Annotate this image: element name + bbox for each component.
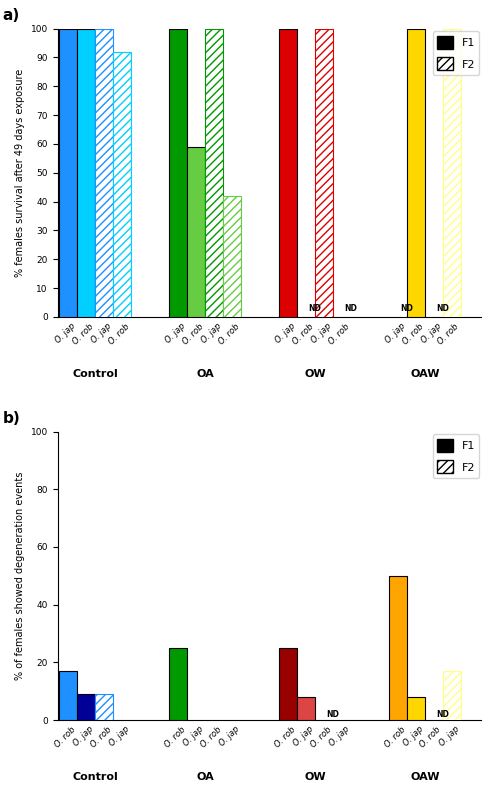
Bar <box>279 28 297 317</box>
Bar <box>388 576 406 720</box>
Bar <box>442 28 460 317</box>
Legend: F1, F2: F1, F2 <box>431 434 478 478</box>
Bar <box>223 196 241 317</box>
Bar <box>442 671 460 720</box>
Bar <box>442 28 460 317</box>
Bar <box>59 28 77 317</box>
Bar <box>314 28 332 317</box>
Bar <box>187 147 205 317</box>
Text: a): a) <box>2 8 20 23</box>
Text: b): b) <box>2 411 20 426</box>
Text: OAW: OAW <box>409 369 439 379</box>
Bar <box>95 694 113 720</box>
Bar <box>297 697 314 720</box>
Bar <box>59 671 77 720</box>
Legend: F1, F2: F1, F2 <box>431 32 478 75</box>
Bar <box>406 28 424 317</box>
Text: ND: ND <box>326 709 339 719</box>
Text: ND: ND <box>344 303 357 313</box>
Text: OA: OA <box>196 369 214 379</box>
Bar <box>279 648 297 720</box>
Text: ND: ND <box>308 303 321 313</box>
Text: OW: OW <box>304 369 325 379</box>
Bar <box>77 28 95 317</box>
Bar <box>442 671 460 720</box>
Bar <box>169 648 187 720</box>
Text: OAW: OAW <box>409 772 439 782</box>
Text: ND: ND <box>436 709 448 719</box>
Text: Control: Control <box>72 772 118 782</box>
Text: ND: ND <box>436 303 448 313</box>
Bar <box>169 28 187 317</box>
Bar <box>314 28 332 317</box>
Y-axis label: % of females showed degeneration events: % of females showed degeneration events <box>15 472 25 680</box>
Y-axis label: % females survival after 49 days exposure: % females survival after 49 days exposur… <box>15 69 25 277</box>
Bar <box>95 694 113 720</box>
Bar <box>205 28 223 317</box>
Text: OW: OW <box>304 772 325 782</box>
Bar <box>113 52 131 317</box>
Bar <box>95 28 113 317</box>
Bar <box>77 694 95 720</box>
Text: ND: ND <box>400 303 412 313</box>
Bar <box>95 28 113 317</box>
Bar <box>205 28 223 317</box>
Bar <box>113 52 131 317</box>
Bar <box>406 697 424 720</box>
Text: OA: OA <box>196 772 214 782</box>
Text: Control: Control <box>72 369 118 379</box>
Bar <box>223 196 241 317</box>
